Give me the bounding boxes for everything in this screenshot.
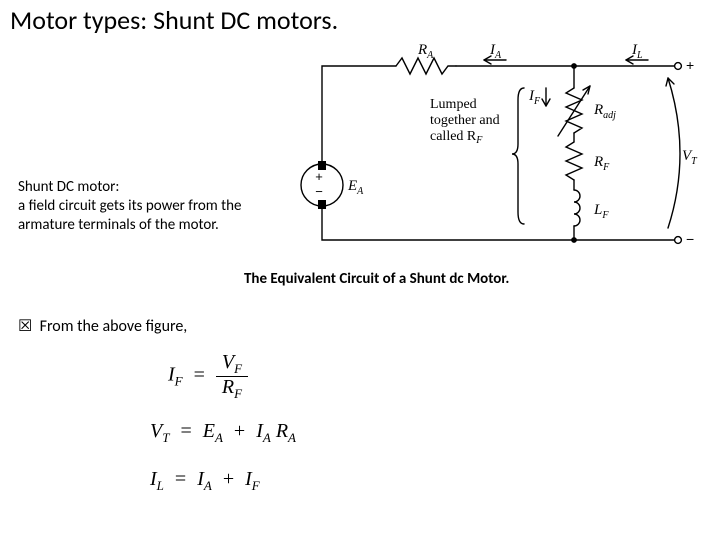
svg-text:RF: RF [593, 154, 610, 173]
svg-text:+: + [686, 57, 694, 73]
description-block: Shunt DC motor: a field circuit gets its… [18, 178, 278, 234]
svg-text:LF: LF [593, 202, 609, 221]
svg-text:+: + [315, 169, 323, 184]
svg-text:called RF: called RF [430, 129, 483, 146]
svg-text:−: − [686, 231, 694, 247]
circuit-caption: The Equivalent Circuit of a Shunt dc Mot… [244, 270, 509, 288]
equation-il: IL = IA + IF [150, 468, 260, 494]
svg-text:Lumped: Lumped [430, 97, 477, 112]
svg-text:EA: EA [347, 178, 364, 197]
svg-text:−: − [315, 184, 323, 199]
equation-vt: VT = EA + IA RA [150, 420, 296, 446]
equation-if: IF = VF RF [168, 352, 248, 400]
svg-text:VT: VT [682, 148, 698, 167]
bullet-text: From the above figure, [40, 317, 188, 336]
desc-body: a field circuit gets its power from the … [18, 197, 278, 235]
svg-text:Radj: Radj [593, 102, 616, 121]
svg-text:IA: IA [489, 44, 502, 61]
desc-heading: Shunt DC motor: [18, 178, 278, 197]
svg-text:IL: IL [631, 44, 643, 61]
bullet-icon: ☒ [18, 316, 36, 336]
circuit-diagram: RA IA IL IF Radj RF LF VT EA Lumped toge… [278, 44, 698, 256]
bullet-line: ☒ From the above figure, [18, 316, 187, 336]
page-title: Motor types: Shunt DC motors. [10, 4, 338, 36]
svg-text:IF: IF [528, 88, 541, 107]
svg-text:together and: together and [430, 113, 500, 128]
svg-text:RA: RA [417, 44, 434, 61]
